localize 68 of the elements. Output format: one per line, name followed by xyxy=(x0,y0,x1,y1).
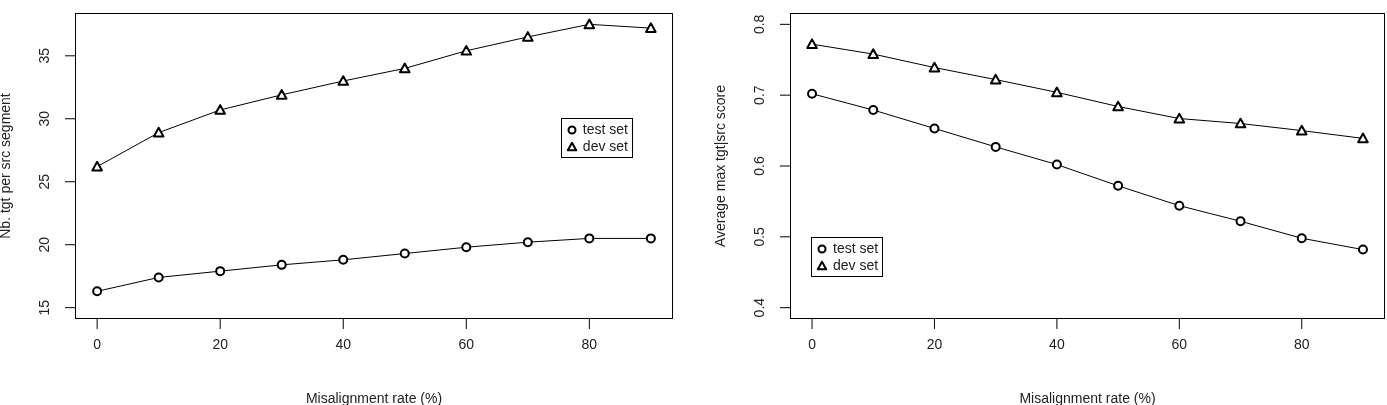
y-tick-label: 25 xyxy=(36,173,52,190)
point xyxy=(1174,200,1185,211)
point xyxy=(645,22,657,33)
point xyxy=(91,160,103,172)
point xyxy=(1113,180,1124,191)
x-tick-label: 40 xyxy=(335,335,352,352)
point xyxy=(337,75,350,86)
x-tick-label: 60 xyxy=(1171,335,1188,352)
point xyxy=(868,105,879,116)
point xyxy=(153,272,164,283)
point xyxy=(1112,100,1124,112)
point xyxy=(276,259,287,270)
y-tick-label: 35 xyxy=(36,47,52,64)
point xyxy=(461,242,472,253)
point xyxy=(867,48,880,59)
y-tick-label: 20 xyxy=(36,236,52,253)
y-tick-label: 0.7 xyxy=(751,85,767,105)
point xyxy=(645,233,656,244)
point xyxy=(1357,132,1369,144)
point xyxy=(399,248,410,259)
point xyxy=(1296,233,1307,244)
y-axis-title: Nb. tgt per src segment xyxy=(0,93,13,239)
x-tick-label: 20 xyxy=(212,335,229,352)
point xyxy=(92,286,103,297)
point xyxy=(1051,86,1063,98)
point xyxy=(522,237,533,248)
y-tick-label: 0.4 xyxy=(751,297,767,318)
legend-label: dev set xyxy=(582,138,628,155)
x-tick-label: 80 xyxy=(1293,335,1310,352)
point xyxy=(929,123,940,134)
y-tick-label: 15 xyxy=(36,299,52,316)
point xyxy=(583,18,596,30)
point xyxy=(1295,124,1308,136)
x-tick-label: 80 xyxy=(581,335,598,352)
point xyxy=(215,266,226,277)
point xyxy=(338,254,349,265)
point xyxy=(1357,244,1368,255)
point xyxy=(1173,112,1186,124)
legend-label: test set xyxy=(582,121,628,138)
point xyxy=(1235,216,1246,227)
point xyxy=(989,73,1002,85)
point xyxy=(584,233,595,244)
x-tick-label: 20 xyxy=(926,335,943,352)
x-tick-label: 40 xyxy=(1049,335,1065,352)
point xyxy=(928,61,941,73)
point xyxy=(214,104,226,115)
point xyxy=(398,62,411,74)
y-tick-label: 30 xyxy=(36,110,52,127)
point xyxy=(990,141,1001,152)
x-axis-title: Misalignment rate (%) xyxy=(1019,390,1156,405)
x-tick-label: 0 xyxy=(808,335,817,352)
x-tick-label: 60 xyxy=(458,335,475,352)
point xyxy=(275,89,288,100)
legend-label: test set xyxy=(833,240,879,257)
y-axis-title: Average max tgt|src score xyxy=(711,84,728,248)
x-tick-label: 0 xyxy=(93,335,102,352)
y-tick-label: 0.8 xyxy=(751,14,767,35)
point xyxy=(1051,159,1062,170)
point xyxy=(807,88,818,99)
point xyxy=(460,44,473,56)
legend-label: dev set xyxy=(833,257,879,274)
point xyxy=(1234,117,1247,129)
x-axis-title: Misalignment rate (%) xyxy=(305,390,443,405)
point xyxy=(806,38,818,50)
point xyxy=(522,31,534,42)
y-tick-label: 0.5 xyxy=(751,226,767,247)
y-tick-label: 0.6 xyxy=(751,156,767,176)
point xyxy=(152,126,165,138)
